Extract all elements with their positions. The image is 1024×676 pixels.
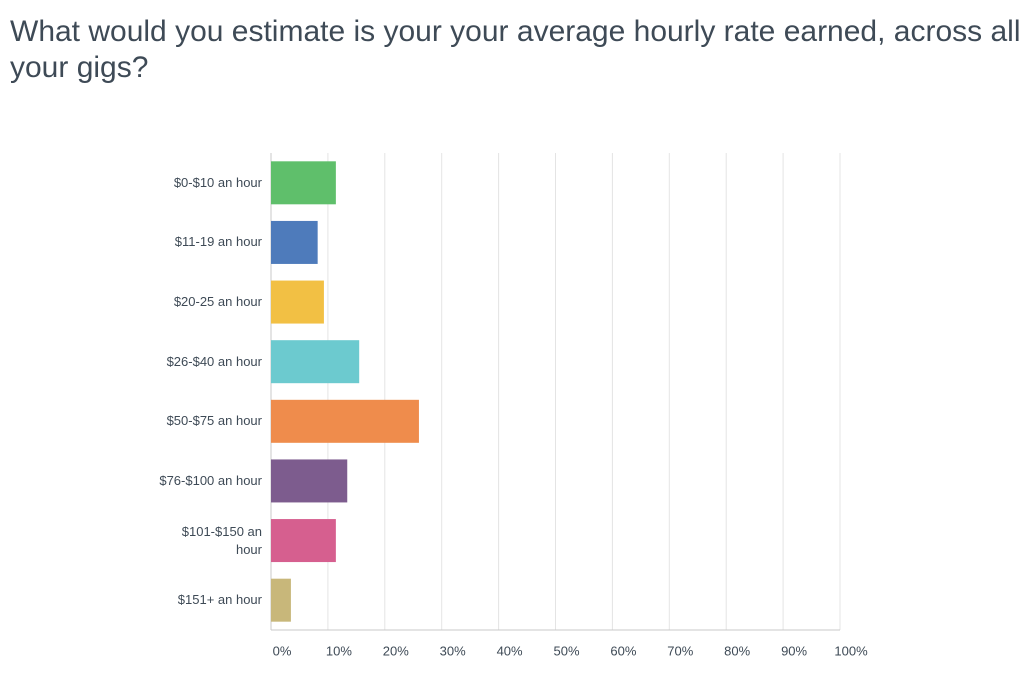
x-tick-label: 20% [383,643,409,658]
x-tick-label: 0% [273,643,292,658]
x-tick-label: 50% [553,643,579,658]
bar [271,578,291,622]
x-tick-label: 100% [834,643,868,658]
y-tick-label: $151+ an hour [177,592,262,608]
bar [271,399,419,443]
y-tick-label: $101-$150 an hour [181,523,262,557]
y-tick-label: $76-$100 an hour [159,472,262,488]
x-tick-label: 80% [724,643,750,658]
y-tick-label: $20-25 an hour [173,294,262,310]
x-tick-label: 60% [610,643,636,658]
x-tick-label: 30% [440,643,466,658]
bar [271,340,360,384]
x-tick-label: 10% [326,643,352,658]
bar [271,220,318,264]
bar [271,519,336,563]
chart-title: What would you estimate is your your ave… [10,15,1021,84]
y-tick-label: $0-$10 an hour [173,174,262,190]
x-tick-label: 40% [497,643,523,658]
bar [271,161,336,205]
bar [271,280,324,324]
x-tick-label: 70% [667,643,693,658]
y-tick-label: $50-$75 an hour [166,413,262,429]
bar [271,459,348,503]
y-tick-label: $11-19 an hour [174,234,262,250]
x-tick-label: 90% [781,643,807,658]
y-tick-label: $26-$40 an hour [166,353,262,369]
